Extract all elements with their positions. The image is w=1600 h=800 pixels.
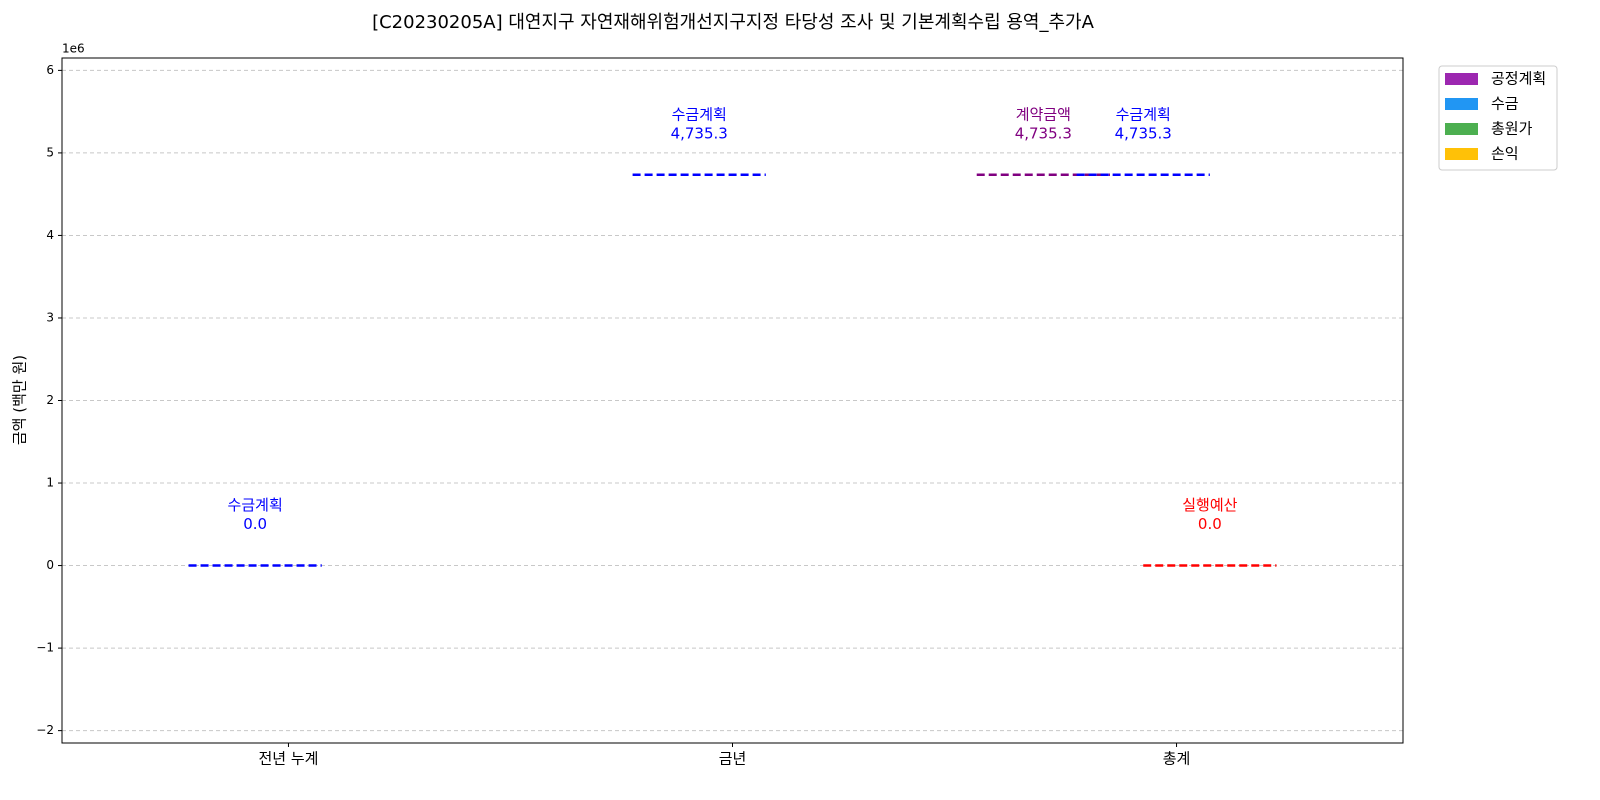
y-tick-label: −1: [36, 641, 54, 655]
legend-swatch: [1445, 98, 1478, 110]
value-label: 4,735.3: [1015, 124, 1072, 142]
legend-box: [1438, 65, 1558, 171]
y-axis-label: 금액 (백만 원): [11, 355, 29, 445]
y-tick-label: 0: [46, 558, 54, 572]
level-name: 수금계획: [1116, 105, 1171, 123]
level-name: 계약금액: [1016, 105, 1071, 123]
legend-label: 총원가: [1491, 120, 1533, 138]
y-tick-label: 4: [46, 228, 54, 242]
legend-label: 수금: [1491, 95, 1519, 113]
level-name: 실행예산: [1182, 496, 1237, 514]
y-tick-label: 2: [46, 393, 54, 407]
y-offset-text: 1e6: [62, 42, 85, 56]
legend-label: 공정계획: [1491, 70, 1546, 88]
x-tick-label: 전년 누계: [258, 750, 318, 768]
y-tick-label: 1: [46, 476, 54, 490]
chart-title: [C20230205A] 대연지구 자연재해위험개선지구지정 타당성 조사 및 …: [372, 12, 1095, 33]
y-tick-label: 5: [46, 145, 54, 159]
legend-swatch: [1445, 148, 1478, 160]
value-label: 4,735.3: [1115, 124, 1172, 142]
legend-swatch: [1445, 123, 1478, 135]
value-label: 4,735.3: [671, 124, 728, 142]
level-name: 수금계획: [228, 496, 283, 514]
value-label: 0.0: [243, 515, 267, 533]
y-tick-label: 6: [46, 63, 54, 77]
x-tick-label: 총계: [1163, 750, 1191, 768]
legend-swatch: [1445, 73, 1478, 85]
level-name: 수금계획: [672, 105, 727, 123]
y-tick-label: −2: [36, 723, 54, 737]
legend-label: 손익: [1491, 145, 1519, 163]
y-tick-label: 3: [46, 310, 54, 324]
x-tick-label: 금년: [719, 750, 747, 768]
value-label: 0.0: [1198, 515, 1222, 533]
plot-frame: [61, 57, 1404, 744]
